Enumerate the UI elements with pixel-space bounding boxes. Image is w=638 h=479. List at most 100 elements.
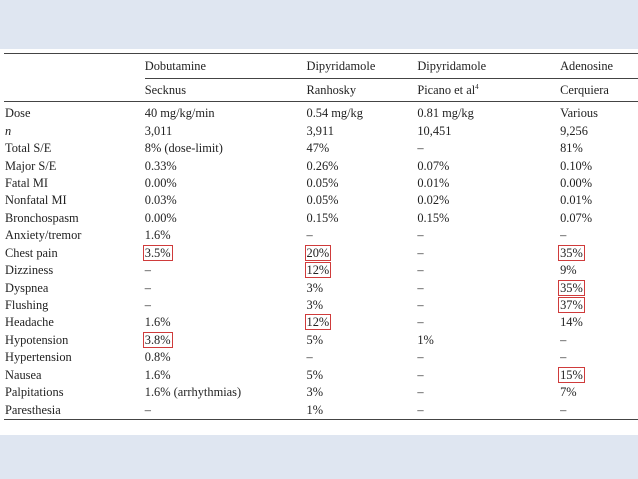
table-cell: 0.03%: [144, 193, 177, 208]
row-label: Chest pain: [5, 245, 58, 260]
row-label: Nonfatal MI: [5, 193, 67, 208]
header-study-cerquiera: Cerquiera: [560, 78, 638, 102]
table-cell: –: [560, 228, 567, 243]
table-cell: 0.15%: [306, 210, 339, 225]
table-cell: 3%: [306, 385, 324, 400]
table-cell: 0.10%: [560, 158, 593, 173]
table-cell: –: [417, 263, 424, 278]
table-cell: –: [144, 280, 151, 295]
table-cell: –: [417, 385, 424, 400]
table-cell: 0.54 mg/kg: [306, 106, 363, 121]
agent-header-row: Dobutamine Dipyridamole Dipyridamole Ade…: [4, 53, 638, 79]
table-row: Paresthesia –1% – –: [4, 401, 638, 420]
row-label: Anxiety/tremor: [5, 228, 82, 243]
table-cell: 0.00%: [144, 175, 177, 190]
table-row: Nonfatal MI 0.03% 0.05% 0.02% 0.01%: [4, 192, 638, 209]
table-cell: 1.6%: [144, 367, 171, 382]
table-cell: 20%: [304, 244, 418, 262]
table-cell: –: [417, 228, 424, 243]
table-cell: 15%: [558, 366, 638, 384]
table-row: Bronchospasm 0.00% 0.15% 0.15% 0.07%: [4, 210, 638, 227]
table-cell: –: [417, 350, 424, 365]
header-empty: [4, 53, 145, 79]
header-study-picano: Picano et al4: [417, 78, 561, 102]
row-label: Hypertension: [5, 350, 72, 365]
table-cell: 37%: [558, 297, 638, 314]
table-body: Dose 40 mg/kg/min 0.54 mg/kg 0.81 mg/kg Vari…: [4, 102, 638, 420]
row-label: Flushing: [5, 298, 49, 313]
table-cell: 35%: [558, 244, 638, 262]
table-cell: 14%: [560, 315, 583, 330]
table-cell: 0.33%: [144, 158, 177, 173]
table-row: Palpitations 1.6% (arrhythmias) 3% – 7%: [4, 384, 638, 401]
table-cell: 0.00%: [560, 175, 593, 190]
row-label: Bronchospasm: [5, 210, 79, 225]
table-cell: 1%: [306, 401, 418, 420]
row-label: Fatal MI: [5, 175, 49, 190]
table-cell: 0.81 mg/kg: [417, 106, 474, 121]
table-cell: 9,256: [560, 123, 588, 138]
table-cell: 0.05%: [306, 193, 339, 208]
table-cell: 5%: [306, 367, 324, 382]
table-row: n 3,011 3,911 10,451 9,256: [4, 122, 638, 139]
table-cell: 3,911: [306, 123, 334, 138]
row-label: n: [5, 123, 12, 138]
table-row: Total S/E 8% (dose-limit) 47% – 81%: [4, 140, 638, 157]
table-cell: –: [417, 401, 561, 420]
table-cell: 0.8%: [144, 350, 171, 365]
table-cell: 3.5%: [142, 244, 307, 262]
row-label: Dizziness: [5, 263, 54, 278]
reference-superscript: 4: [475, 82, 479, 91]
table-cell: –: [306, 350, 313, 365]
header-agent-dobutamine: Dobutamine: [144, 53, 307, 79]
table-cell: 0.02%: [417, 193, 450, 208]
table-cell: 47%: [306, 141, 330, 156]
header-study-secknus: Secknus: [144, 78, 307, 102]
row-label: Palpitations: [5, 385, 64, 400]
table-cell: 40 mg/kg/min: [144, 106, 215, 121]
table-row: Dizziness – 12% – 9%: [4, 262, 638, 279]
table-row: Dyspnea – 3% – 35%: [4, 279, 638, 296]
table-cell: 9%: [560, 263, 577, 278]
table-cell: 3%: [306, 280, 324, 295]
table-cell: 7%: [560, 385, 577, 400]
highlighted-value: 35%: [558, 244, 585, 261]
table-cell: 3,011: [144, 123, 173, 138]
table-cell: 0.00%: [144, 210, 177, 225]
table-cell: –: [560, 350, 567, 365]
table-cell: 0.07%: [560, 210, 593, 225]
table-row: Flushing – 3% – 37%: [4, 297, 638, 314]
table-cell: 8% (dose-limit): [144, 141, 223, 156]
table-cell: 1%: [417, 332, 434, 347]
highlighted-value: 20%: [304, 244, 332, 261]
table-cell: 0.05%: [306, 175, 339, 190]
table-cell: 35%: [558, 279, 638, 296]
table-row: Dose 40 mg/kg/min 0.54 mg/kg 0.81 mg/kg Vari…: [4, 102, 638, 123]
highlighted-value: 37%: [558, 297, 585, 314]
row-label: Nausea: [5, 367, 42, 382]
row-label: Major S/E: [5, 158, 57, 173]
table-cell: –: [417, 141, 424, 156]
table-cell: 81%: [560, 141, 583, 156]
highlighted-value: 35%: [558, 279, 585, 296]
header-study-picano-text: Picano et al: [417, 82, 476, 97]
table-cell: 12%: [304, 314, 418, 331]
table-cell: 0.26%: [306, 158, 339, 173]
table-cell: 3.8%: [142, 331, 307, 349]
table-cell: 1.6% (arrhythmias): [144, 385, 242, 400]
row-label: Hypotension: [5, 332, 69, 347]
table-cell: 0.01%: [560, 193, 593, 208]
slide-panel: Dobutamine Dipyridamole Dipyridamole Ade…: [0, 49, 638, 435]
side-effects-table: Dobutamine Dipyridamole Dipyridamole Ade…: [4, 53, 638, 420]
table-row: Nausea 1.6% 5% – 15%: [4, 366, 638, 384]
table-cell: –: [144, 263, 151, 278]
table-cell: 0.15%: [417, 210, 450, 225]
table-cell: 10,451: [417, 123, 452, 138]
table-cell: –: [417, 280, 424, 295]
table-row: Hypertension 0.8% – – –: [4, 349, 638, 366]
highlighted-value: 15%: [558, 366, 585, 383]
header-study-ranhosky: Ranhosky: [306, 78, 418, 102]
table-cell: 1.6%: [144, 228, 171, 243]
table-cell: –: [144, 298, 151, 313]
row-label: Dyspnea: [5, 280, 49, 295]
